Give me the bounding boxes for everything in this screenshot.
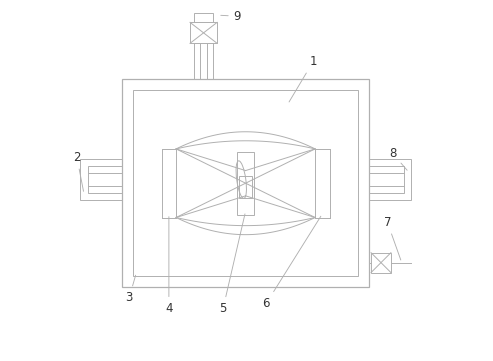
- Bar: [133, 90, 358, 276]
- Text: 1: 1: [289, 55, 317, 102]
- Bar: [80, 159, 122, 200]
- Bar: [315, 149, 329, 217]
- Bar: [369, 166, 404, 193]
- Text: 8: 8: [389, 147, 407, 170]
- Bar: [162, 149, 176, 217]
- Text: 6: 6: [263, 216, 321, 310]
- Text: 4: 4: [165, 217, 173, 315]
- Text: 7: 7: [384, 216, 401, 260]
- Bar: [239, 176, 252, 198]
- Bar: [237, 152, 254, 215]
- Bar: [122, 79, 369, 287]
- Text: 3: 3: [126, 275, 136, 304]
- Bar: [190, 22, 217, 43]
- Text: 2: 2: [73, 151, 83, 191]
- Bar: [194, 43, 213, 79]
- Text: 5: 5: [219, 214, 245, 315]
- Bar: [371, 253, 391, 273]
- Bar: [88, 166, 122, 193]
- Bar: [194, 13, 213, 22]
- Bar: [369, 159, 411, 200]
- Text: 9: 9: [221, 10, 241, 23]
